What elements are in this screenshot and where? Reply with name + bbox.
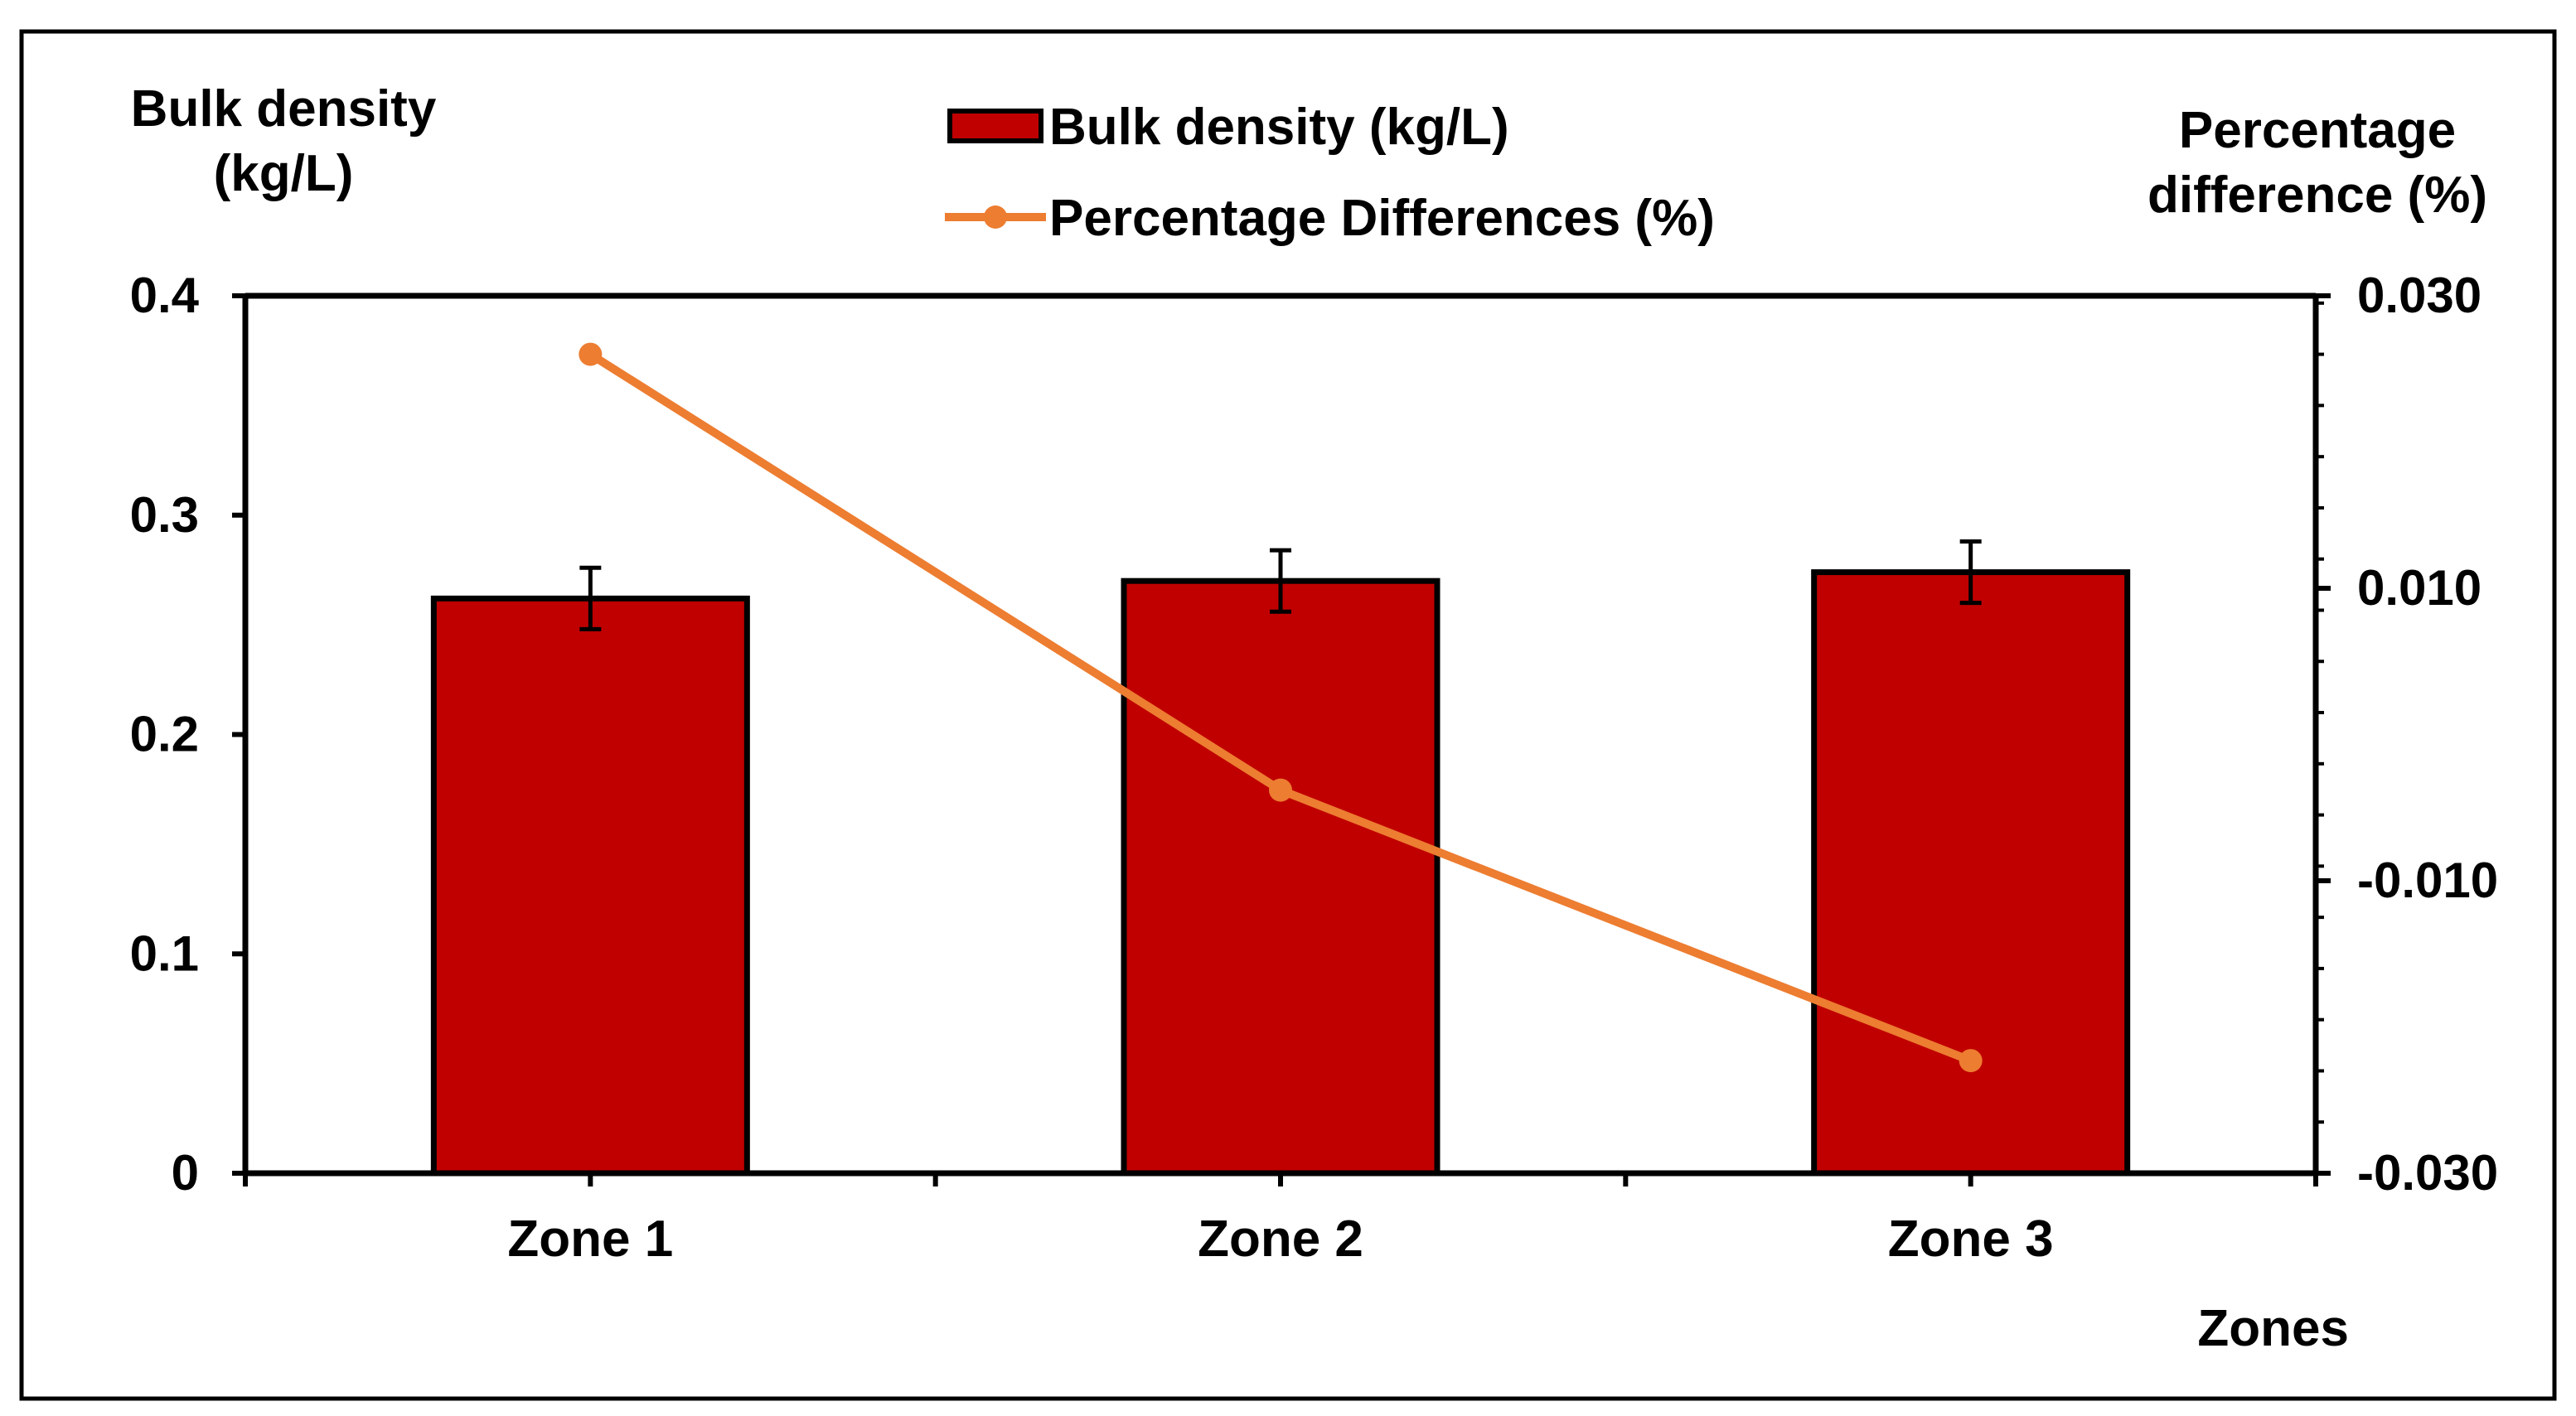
x-tick-label-3: Zone 3 — [1888, 1211, 2054, 1268]
left-tick-label-2: 0.2 — [130, 707, 199, 762]
legend-label-bulk-density: Bulk density (kg/L) — [1049, 99, 1509, 156]
left-tick-label-3: 0.3 — [130, 487, 199, 543]
left-tick-label-0: 0 — [172, 1145, 199, 1201]
left-tick-label-1: 0.1 — [130, 925, 199, 981]
legend-label-percentage: Percentage Differences (%) — [1049, 190, 1715, 247]
left-axis-title-line2: (kg/L) — [214, 145, 354, 202]
right-tick-label-0: -0.030 — [2357, 1145, 2498, 1201]
bar-2 — [1121, 578, 1441, 1177]
x-tick-label-1: Zone 1 — [507, 1211, 673, 1268]
right-axis-title-line1: Percentage — [2179, 102, 2456, 159]
x-axis-title: Zones — [2197, 1300, 2349, 1357]
legend: Bulk density (kg/L) Percentage Differenc… — [945, 99, 1715, 247]
right-tick-label-2: 0.010 — [2357, 560, 2482, 616]
legend-swatch-bulk-density — [947, 109, 1043, 143]
bar-1 — [430, 595, 750, 1177]
right-tick-label-1: -0.010 — [2357, 853, 2498, 908]
bar-3 — [1811, 569, 2131, 1177]
plot-area: 0 0.1 0.2 0.3 0.4 -0.030 -0.010 0.010 0.030 Zone … — [130, 268, 2499, 1268]
percentage-point-1 — [579, 342, 603, 366]
percentage-point-2 — [1269, 778, 1292, 802]
percentage-point-3 — [1959, 1049, 1983, 1073]
left-tick-label-4: 0.4 — [130, 268, 200, 323]
x-tick-label-2: Zone 2 — [1198, 1211, 1363, 1268]
left-axis-title-line1: Bulk density — [131, 80, 437, 138]
right-tick-label-3: 0.030 — [2357, 268, 2482, 323]
legend-marker-percentage — [984, 205, 1007, 229]
right-axis-title-line2: difference (%) — [2147, 167, 2487, 224]
